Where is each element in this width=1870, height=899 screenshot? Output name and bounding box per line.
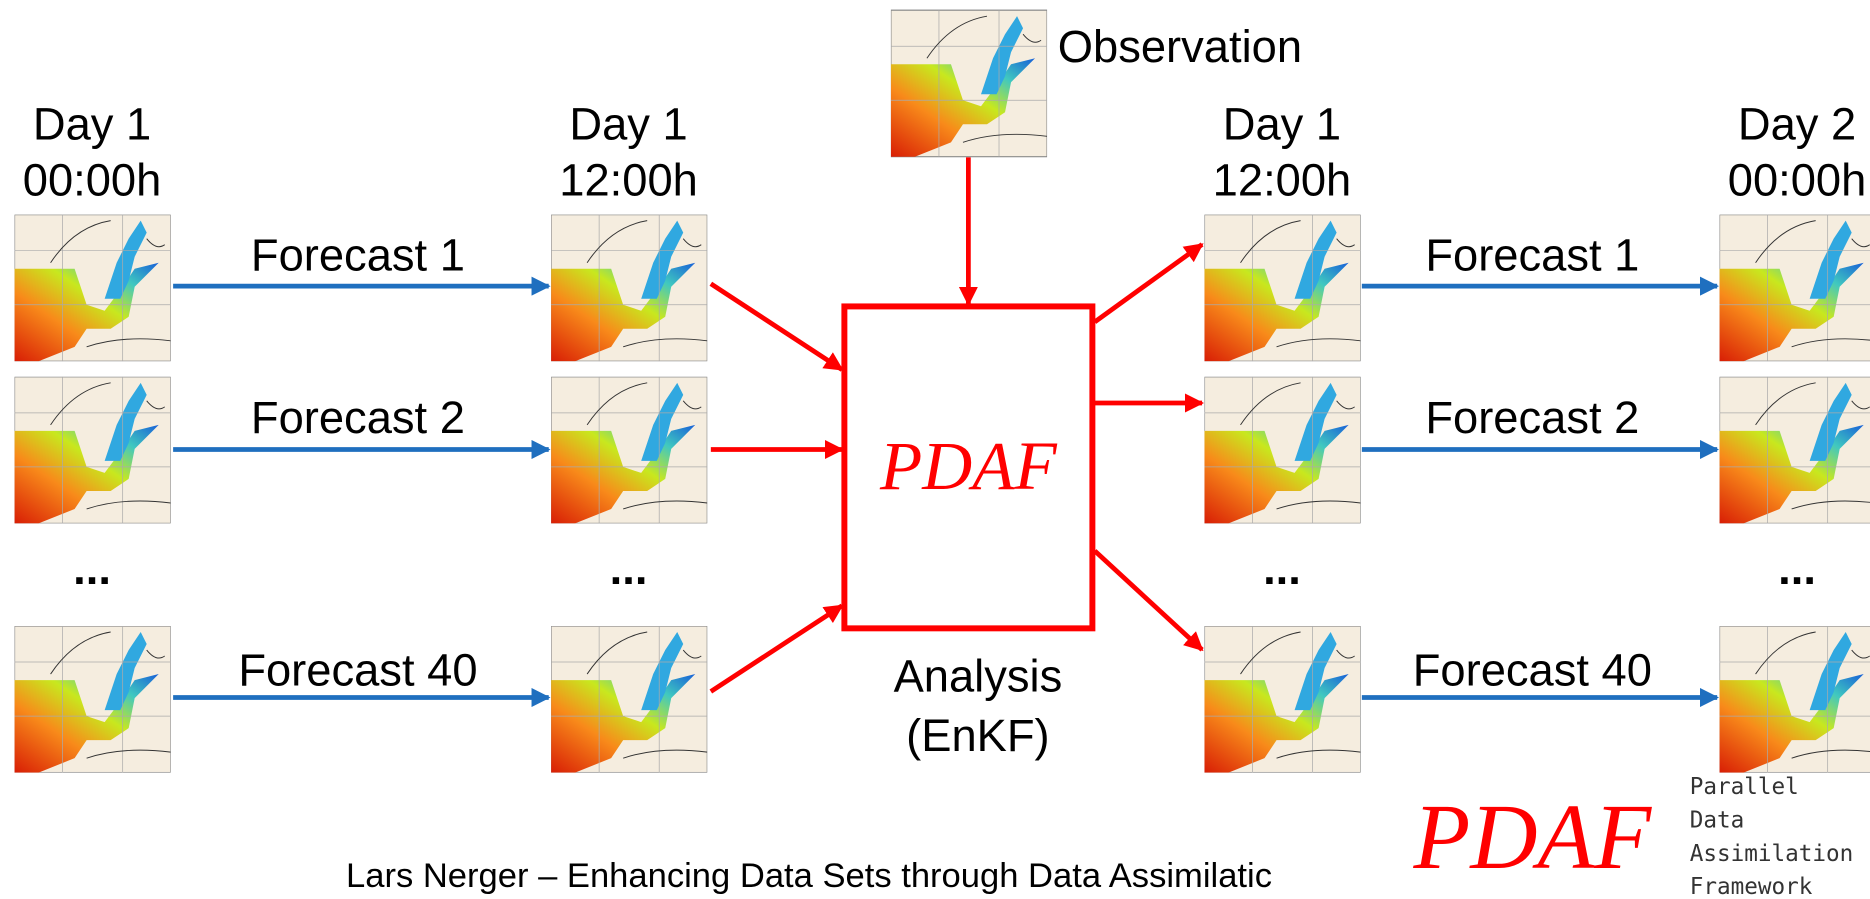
column-time: 00:00h (23, 155, 162, 206)
ensemble-map (551, 626, 707, 773)
forecast-label: Forecast 40 (1413, 645, 1652, 696)
ellipsis: ... (73, 543, 111, 594)
ellipsis: ... (1778, 543, 1816, 594)
column-day: Day 1 (1223, 98, 1341, 149)
ensemble-map (15, 626, 171, 773)
ensemble-map (551, 377, 707, 524)
observation-map (891, 10, 1047, 157)
forecast-label: Forecast 2 (251, 392, 465, 443)
analysis-label: Analysis (894, 651, 1063, 702)
logo-line: Framework (1690, 874, 1813, 899)
column-time: 12:00h (559, 155, 698, 206)
analysis-label: (EnKF) (906, 710, 1049, 761)
ensemble-map (1720, 377, 1870, 524)
forecast-label: Forecast 1 (1425, 230, 1639, 281)
ensemble-map (15, 215, 171, 362)
ellipsis: ... (1263, 543, 1301, 594)
ensemble-map (15, 377, 171, 524)
column-time: 12:00h (1213, 155, 1352, 206)
column-day: Day 2 (1738, 98, 1856, 149)
ensemble-map (1720, 215, 1870, 362)
diagram: Observation PDAF Analysis (EnKF) Lars Ne… (0, 0, 1870, 899)
logo-mark: PDAF (1413, 786, 1653, 889)
column-day: Day 1 (33, 98, 151, 149)
observation-label: Observation (1058, 21, 1302, 72)
ensemble-map (1204, 215, 1360, 362)
ensemble-map (1204, 377, 1360, 524)
footer: Lars Nerger – Enhancing Data Sets throug… (346, 857, 1272, 895)
ensemble-map (551, 215, 707, 362)
forecast-label: Forecast 1 (251, 230, 465, 281)
ensemble-map (1720, 626, 1870, 773)
logo-line: Assimilation (1690, 841, 1854, 867)
forecast-label: Forecast 40 (238, 645, 477, 696)
logo-text: Parallel Data Assimilation Framework (1690, 774, 1854, 899)
logo-line: Data (1690, 807, 1745, 833)
pdaf-label: PDAF (879, 427, 1057, 504)
ellipsis: ... (610, 543, 648, 594)
column-time: 00:00h (1728, 155, 1867, 206)
forecast-label: Forecast 2 (1425, 392, 1639, 443)
logo-line: Parallel (1690, 774, 1799, 800)
ensemble-map (1204, 626, 1360, 773)
column-day: Day 1 (569, 98, 687, 149)
